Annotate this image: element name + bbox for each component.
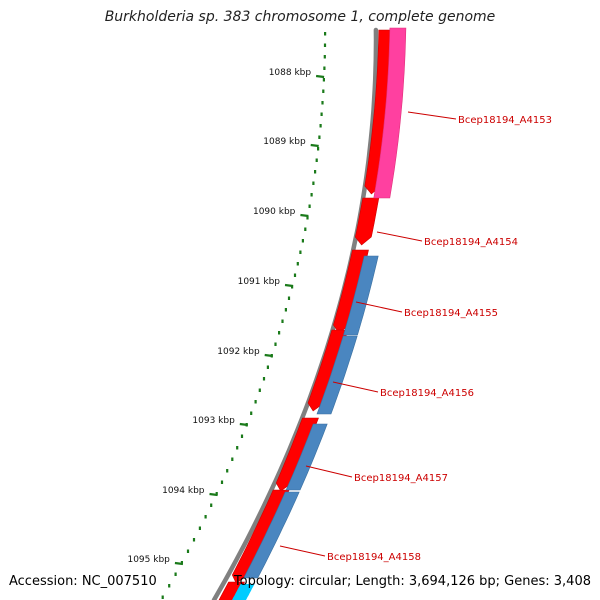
scale-label: 1090 kbp — [253, 207, 296, 217]
gc-dot — [319, 124, 322, 128]
gc-dot — [215, 492, 218, 496]
gc-dot — [314, 170, 317, 174]
gc-dot — [161, 595, 164, 599]
scale-label: 1092 kbp — [217, 347, 260, 357]
gc-dot — [304, 227, 307, 231]
gc-dot — [281, 319, 284, 323]
gc-dot — [323, 43, 327, 47]
gc-dot — [323, 55, 326, 59]
gene-label: Bcep18194_A4153 — [458, 115, 552, 126]
gc-dot — [306, 216, 309, 220]
map-title: Burkholderia sp. 383 chromosome 1, compl… — [104, 9, 496, 25]
gene-pink — [373, 27, 407, 199]
gc-dot — [250, 411, 253, 415]
gc-dot — [320, 112, 323, 116]
gc-dot — [204, 515, 207, 519]
topology-text: Topology: circular; Length: 3,694,126 bp… — [233, 574, 591, 589]
gene-arrow — [354, 197, 380, 246]
gc-dot — [266, 365, 269, 369]
scale-label: 1094 kbp — [162, 486, 205, 496]
scale-tick — [315, 74, 325, 79]
gc-dot — [324, 32, 327, 36]
scale-label: 1089 kbp — [263, 137, 306, 147]
scale-ticks: 1088 kbp 1089 kbp 1090 kbp 1091 kbp 1092 kbp… — [127, 68, 325, 566]
gene-features — [218, 27, 407, 600]
gc-dot — [198, 526, 201, 530]
gc-dot — [192, 538, 196, 542]
gc-dot — [210, 503, 213, 507]
gc-dot — [278, 331, 281, 335]
gene-label: Bcep18194_A4158 — [327, 552, 421, 563]
gene-leader-line — [407, 111, 457, 120]
gc-dot — [186, 549, 190, 553]
scale-label: 1091 kbp — [238, 277, 281, 287]
gc-dot — [312, 181, 315, 185]
gc-dot — [226, 469, 229, 473]
gc-dot — [236, 446, 239, 450]
gene-steelblue — [285, 423, 328, 491]
gc-dot — [240, 434, 244, 438]
gc-dot — [318, 135, 321, 139]
gc-dot — [315, 158, 318, 162]
gc-dot — [322, 78, 325, 82]
gene-steelblue — [343, 255, 379, 336]
gene-cyan — [232, 584, 255, 600]
gc-dot — [258, 388, 261, 392]
gc-dot — [310, 193, 313, 197]
gene-steelblue — [316, 335, 358, 415]
gc-dot — [323, 66, 326, 70]
gc-dot — [274, 342, 277, 346]
gc-dot — [321, 101, 324, 105]
gc-dot — [174, 572, 177, 576]
scale-tick — [264, 353, 273, 358]
scale-label: 1088 kbp — [269, 68, 312, 78]
gene-leader-line — [355, 301, 403, 313]
scale-tick — [284, 283, 294, 288]
gc-dot — [317, 147, 320, 151]
gc-dot — [293, 273, 297, 277]
gc-dot — [296, 262, 299, 266]
gc-dot — [322, 89, 325, 93]
gene-leader-line — [376, 231, 423, 242]
scale-tick — [300, 213, 309, 218]
scale-label: 1093 kbp — [192, 416, 235, 426]
gc-dot — [301, 239, 304, 243]
gene-label: Bcep18194_A4155 — [404, 308, 498, 319]
scale-label: 1095 kbp — [127, 555, 170, 565]
gc-dot-track — [161, 32, 327, 599]
gc-dot — [308, 204, 311, 208]
scale-tick — [174, 561, 184, 566]
gene-leader-line — [279, 545, 326, 557]
gene-leader-line — [332, 381, 379, 393]
gene-labels: Bcep18194_A4153 Bcep18194_A4154 Bcep18194_… — [279, 111, 552, 563]
gene-label: Bcep18194_A4156 — [380, 388, 474, 399]
gene-label: Bcep18194_A4157 — [354, 473, 448, 484]
gc-dot — [254, 400, 257, 404]
gc-dot — [220, 480, 224, 484]
gc-dot — [299, 250, 302, 254]
gene-leader-line — [305, 465, 353, 478]
gene-label: Bcep18194_A4154 — [424, 237, 518, 248]
accession-text: Accession: NC_007510 — [9, 574, 157, 589]
gc-dot — [287, 296, 291, 300]
gc-dot — [231, 457, 234, 461]
scale-tick — [209, 492, 218, 497]
gc-dot — [284, 308, 287, 312]
scale-tick — [310, 143, 319, 148]
gc-dot — [168, 584, 171, 588]
gc-dot — [262, 377, 266, 381]
gc-dot — [180, 561, 183, 565]
gene-steelblue — [243, 491, 300, 579]
scale-tick — [239, 422, 248, 427]
